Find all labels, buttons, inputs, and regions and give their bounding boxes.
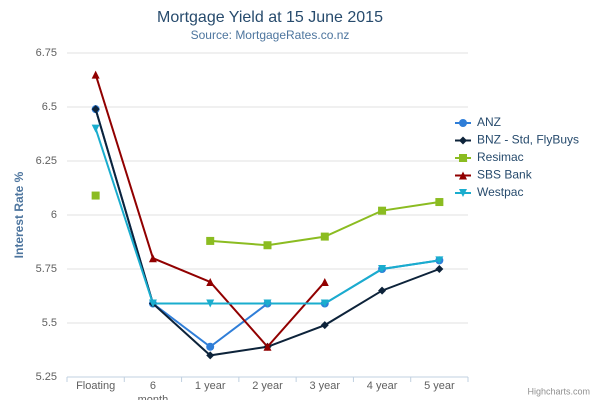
x-tick-label: 5 year bbox=[424, 380, 455, 392]
marker bbox=[206, 351, 215, 360]
series-line bbox=[94, 108, 440, 357]
marker bbox=[206, 236, 215, 245]
x-tick-label: 3 year bbox=[309, 380, 340, 392]
legend-label: ANZ bbox=[477, 115, 501, 129]
marker bbox=[320, 299, 329, 308]
marker bbox=[378, 286, 387, 295]
x-tick-label: 4 year bbox=[367, 380, 398, 392]
marker bbox=[378, 265, 387, 273]
y-tick-label: 6 bbox=[51, 209, 57, 221]
credits: Highcharts.com bbox=[527, 386, 590, 396]
marker bbox=[148, 254, 157, 263]
y-tick-label: 5.75 bbox=[36, 263, 57, 275]
marker bbox=[378, 206, 387, 215]
legend-marker bbox=[459, 154, 467, 162]
legend-marker bbox=[459, 189, 467, 197]
marker bbox=[435, 198, 444, 207]
y-tick-label: 5.25 bbox=[36, 371, 57, 383]
marker bbox=[263, 299, 272, 308]
marker bbox=[206, 277, 215, 286]
legend-label: Westpac bbox=[477, 185, 523, 199]
x-tick-label: 2 year bbox=[252, 380, 283, 392]
y-axis-title: Interest Rate % bbox=[12, 171, 26, 258]
legend-marker bbox=[459, 171, 467, 180]
marker bbox=[320, 277, 329, 286]
series-line bbox=[94, 128, 440, 305]
marker bbox=[320, 232, 329, 241]
chart-subtitle: Source: MortgageRates.co.nz bbox=[191, 28, 350, 42]
legend-label: Resimac bbox=[477, 150, 524, 164]
marker bbox=[435, 265, 444, 273]
marker bbox=[206, 299, 215, 308]
marker bbox=[263, 342, 272, 351]
marker bbox=[91, 124, 100, 133]
marker bbox=[435, 256, 444, 265]
legend-label: SBS Bank bbox=[477, 168, 533, 182]
marker bbox=[206, 342, 215, 351]
x-tick-label: Floating bbox=[76, 380, 115, 392]
chart-title: Mortgage Yield at 15 June 2015 bbox=[157, 9, 383, 26]
legend-label: BNZ - Std, FlyBuys bbox=[477, 133, 579, 147]
legend-marker bbox=[459, 136, 467, 145]
x-tick-label: 1 year bbox=[195, 380, 226, 392]
marker bbox=[320, 321, 329, 330]
legend-marker bbox=[459, 119, 467, 127]
series-line bbox=[94, 108, 440, 349]
y-tick-label: 6.75 bbox=[36, 47, 57, 59]
y-tick-label: 6.5 bbox=[42, 101, 57, 113]
marker bbox=[91, 70, 100, 79]
x-tick-label: 6 month bbox=[138, 380, 169, 400]
marker bbox=[91, 105, 100, 114]
marker bbox=[263, 241, 272, 250]
y-tick-label: 6.25 bbox=[36, 155, 57, 167]
marker bbox=[148, 299, 157, 308]
marker bbox=[91, 191, 100, 200]
y-tick-label: 5.5 bbox=[42, 317, 57, 329]
